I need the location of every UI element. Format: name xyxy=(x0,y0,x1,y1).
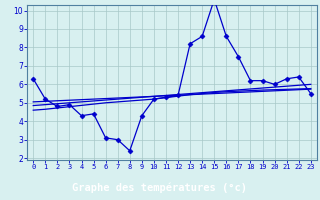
Text: Graphe des températures (°c): Graphe des températures (°c) xyxy=(73,183,247,193)
